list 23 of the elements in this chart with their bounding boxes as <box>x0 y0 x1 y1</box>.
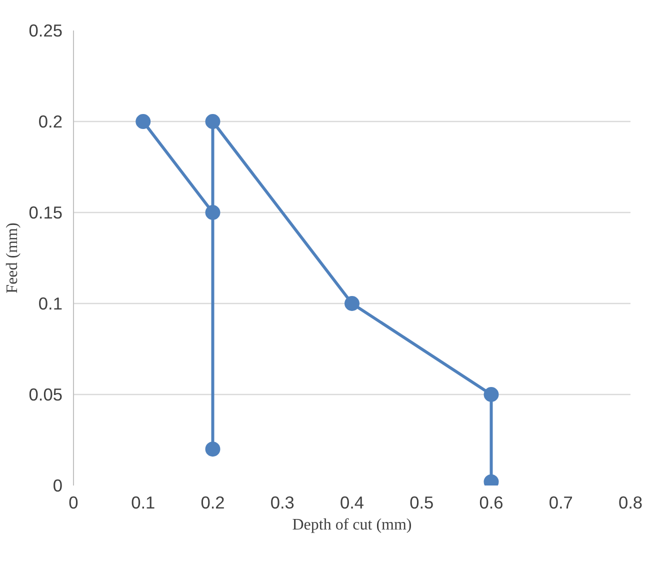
x-tick-label: 0.1 <box>131 492 156 512</box>
y-tick-label: 0.2 <box>38 112 63 132</box>
point <box>205 114 220 129</box>
x-tick-label: 0.6 <box>479 492 504 512</box>
point <box>205 442 220 457</box>
y-tick-label: 0 <box>52 476 63 496</box>
x-axis-title: Depth of cut (mm) <box>292 516 412 534</box>
point <box>136 114 151 129</box>
x-tick-label: 0.8 <box>618 492 643 512</box>
y-tick-label: 0.15 <box>28 202 63 222</box>
point <box>205 205 220 220</box>
x-tick-label: 0 <box>68 492 78 512</box>
y-tick-label: 0.05 <box>28 384 63 404</box>
y-tick-label: 0.1 <box>38 294 63 314</box>
x-tick-label: 0.5 <box>410 492 434 512</box>
x-tick-label: 0.4 <box>340 492 364 512</box>
y-axis-title: Feed (mm) <box>4 222 21 294</box>
point <box>484 387 499 402</box>
point <box>344 296 360 311</box>
y-tick-label: 0.25 <box>28 20 63 40</box>
x-tick-label: 0.3 <box>270 492 294 512</box>
x-tick-label: 0.7 <box>548 492 573 512</box>
x-tick-label: 0.2 <box>200 492 225 512</box>
